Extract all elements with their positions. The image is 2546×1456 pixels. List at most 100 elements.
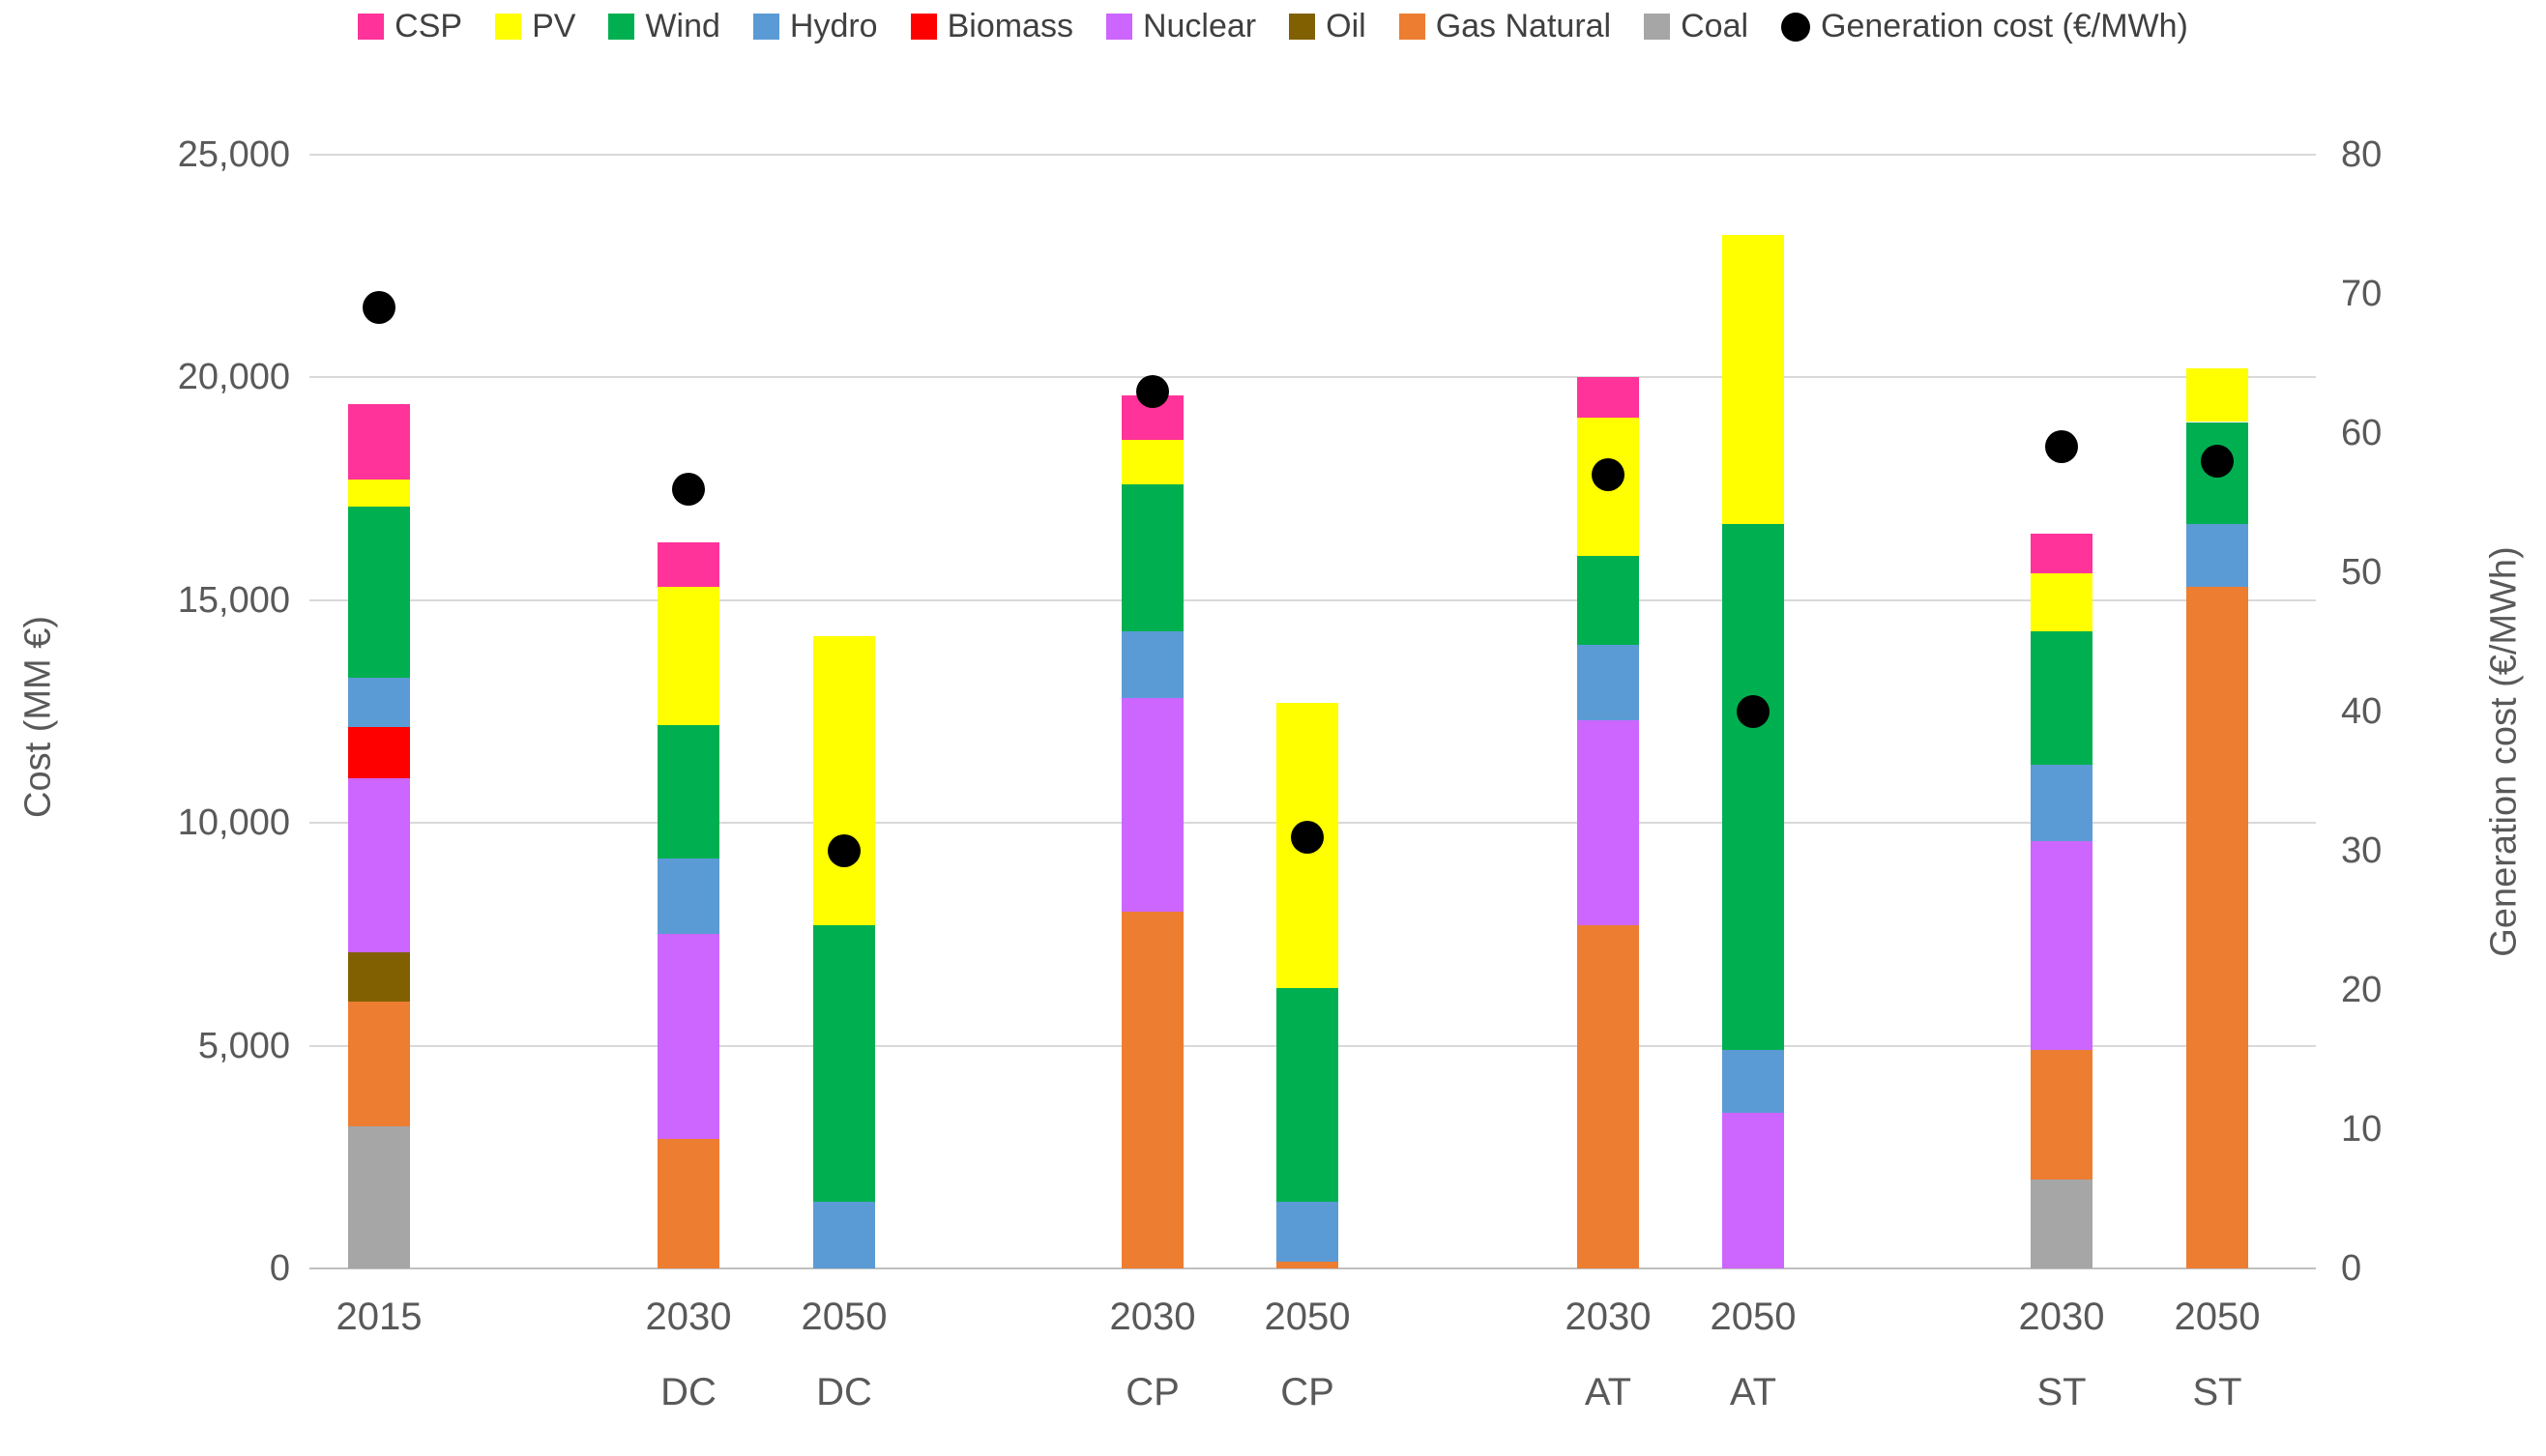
bar-segment-pv-2015 — [348, 480, 410, 508]
bar-segment-hydro-2030-st — [2031, 765, 2092, 841]
bar-segment-pv-2030-dc — [658, 586, 719, 725]
bar-segment-wind-2015 — [348, 507, 410, 679]
generation-cost-dot-2030-cp — [1136, 374, 1169, 408]
bar-segment-nuclear-2015 — [348, 778, 410, 952]
bar-segment-pv-2050-at — [1722, 234, 1784, 525]
x-axis-label-scenario: DC — [660, 1371, 717, 1413]
right-axis-tick-label: 50 — [2341, 552, 2383, 593]
bar-segment-gas-natural-2050-st — [2186, 586, 2248, 1268]
gridline — [309, 598, 2316, 601]
bar-segment-gas-natural-2030-at — [1577, 925, 1639, 1268]
bar-segment-csp-2030-at — [1577, 377, 1639, 418]
legend-item-nuclear: Nuclear — [1105, 8, 1257, 45]
left-axis-tick-label: 25,000 — [177, 134, 290, 175]
legend-color-swatch — [752, 14, 779, 40]
bar-segment-csp-2015 — [348, 404, 410, 480]
right-axis-tick-label: 30 — [2341, 830, 2383, 871]
legend-color-swatch — [910, 14, 937, 40]
bar-segment-wind-2050-dc — [813, 925, 875, 1202]
x-axis-label-scenario: AT — [1584, 1371, 1632, 1413]
legend-item-gas-natural: Gas Natural — [1398, 8, 1612, 45]
bar-segment-gas-natural-2030-st — [2031, 1050, 2092, 1179]
x-axis-label-year: 2050 — [1264, 1296, 1351, 1338]
generation-cost-dot-2050-st — [2201, 444, 2234, 478]
bar-segment-coal-2030-st — [2031, 1179, 2092, 1268]
bar-segment-wind-2050-at — [1722, 524, 1784, 1051]
bar-segment-oil-2015 — [348, 951, 410, 1002]
right-axis-tick-label: 40 — [2341, 691, 2383, 732]
x-axis-label-year: 2030 — [645, 1296, 732, 1338]
legend-item-wind: Wind — [608, 8, 720, 45]
legend-item-label: Biomass — [947, 8, 1073, 44]
chart-legend: CSP PV Wind Hydro Biomass Nuclear Oil Gas Natur… — [0, 8, 2546, 45]
generation-cost-dot-2015 — [363, 291, 395, 325]
right-axis-tick-label: 70 — [2341, 274, 2383, 314]
bar-segment-hydro-2030-dc — [658, 859, 719, 935]
bar-segment-nuclear-2030-dc — [658, 934, 719, 1140]
left-axis-tick-label: 10,000 — [177, 802, 290, 844]
bar-segment-wind-2030-st — [2031, 631, 2092, 766]
legend-dot-marker — [1781, 12, 1811, 42]
x-axis-label-year: 2050 — [2174, 1296, 2261, 1338]
bar-segment-wind-2030-dc — [658, 724, 719, 859]
right-axis-tick-label: 20 — [2341, 970, 2383, 1010]
right-axis-tick-label: 60 — [2341, 413, 2383, 453]
legend-color-swatch — [1105, 14, 1132, 40]
bar-segment-nuclear-2030-at — [1577, 720, 1639, 926]
left-axis-title: Cost (MM €) — [17, 616, 59, 818]
bar-segment-gas-natural-2030-dc — [658, 1139, 719, 1268]
legend-item-label: Gas Natural — [1435, 8, 1612, 44]
x-axis-label-year: 2050 — [1710, 1296, 1797, 1338]
x-axis-label-year: 2015 — [336, 1296, 423, 1338]
generation-cost-dot-2050-at — [1737, 695, 1770, 728]
x-axis-label-scenario: DC — [816, 1371, 872, 1413]
right-axis-tick-label: 10 — [2341, 1109, 2383, 1150]
gridline — [309, 154, 2316, 156]
x-axis-label-scenario: ST — [2036, 1371, 2087, 1413]
x-axis-label-year: 2030 — [1565, 1296, 1652, 1338]
bar-segment-pv-2050-dc — [813, 635, 875, 926]
bar-segment-csp-2030-st — [2031, 533, 2092, 574]
bar-segment-gas-natural-2050-cp — [1276, 1262, 1338, 1268]
bar-segment-csp-2030-dc — [658, 541, 719, 587]
plot-area — [309, 154, 2316, 1269]
bar-segment-pv-2030-st — [2031, 573, 2092, 632]
bar-segment-hydro-2050-at — [1722, 1050, 1784, 1113]
legend-item-label: Generation cost (€/MWh) — [1821, 8, 2188, 44]
x-axis-label-scenario: CP — [1126, 1371, 1180, 1413]
legend-item-label: Nuclear — [1142, 8, 1257, 44]
legend-item-generation-cost-mwh: Generation cost (€/MWh) — [1781, 8, 2188, 45]
generation-cost-dot-2030-st — [2045, 430, 2078, 464]
generation-cost-dot-2050-cp — [1291, 820, 1324, 854]
legend-item-biomass: Biomass — [910, 8, 1073, 45]
generation-cost-dot-2050-dc — [828, 834, 861, 867]
x-axis-line — [309, 1267, 2316, 1269]
bar-segment-wind-2030-cp — [1122, 484, 1184, 632]
x-axis-label-scenario: ST — [2192, 1371, 2242, 1413]
left-axis-tick-label: 5,000 — [197, 1025, 290, 1066]
bar-segment-hydro-2030-at — [1577, 644, 1639, 721]
legend-color-swatch — [495, 14, 522, 40]
gridline — [309, 376, 2316, 379]
bar-segment-pv-2050-st — [2186, 368, 2248, 422]
x-axis-label-year: 2030 — [2018, 1296, 2105, 1338]
legend-item-label: Coal — [1681, 8, 1749, 44]
legend-item-label: Oil — [1326, 8, 1366, 44]
bar-segment-gas-natural-2030-cp — [1122, 912, 1184, 1268]
right-axis-tick-label: 80 — [2341, 134, 2383, 175]
bar-segment-wind-2050-cp — [1276, 987, 1338, 1202]
legend-item-coal: Coal — [1644, 8, 1748, 45]
x-axis-label-year: 2050 — [801, 1296, 888, 1338]
x-axis-label-scenario: CP — [1280, 1371, 1334, 1413]
bar-segment-nuclear-2030-st — [2031, 840, 2092, 1051]
legend-color-swatch — [358, 14, 385, 40]
legend-item-oil: Oil — [1289, 8, 1366, 45]
bar-segment-pv-2030-cp — [1122, 439, 1184, 484]
legend-color-swatch — [1644, 14, 1671, 40]
left-axis-tick-label: 0 — [269, 1248, 290, 1289]
legend-item-label: Wind — [645, 8, 720, 44]
bar-segment-gas-natural-2015 — [348, 1001, 410, 1126]
bar-segment-coal-2015 — [348, 1125, 410, 1268]
generation-cost-dot-2030-dc — [672, 472, 705, 506]
